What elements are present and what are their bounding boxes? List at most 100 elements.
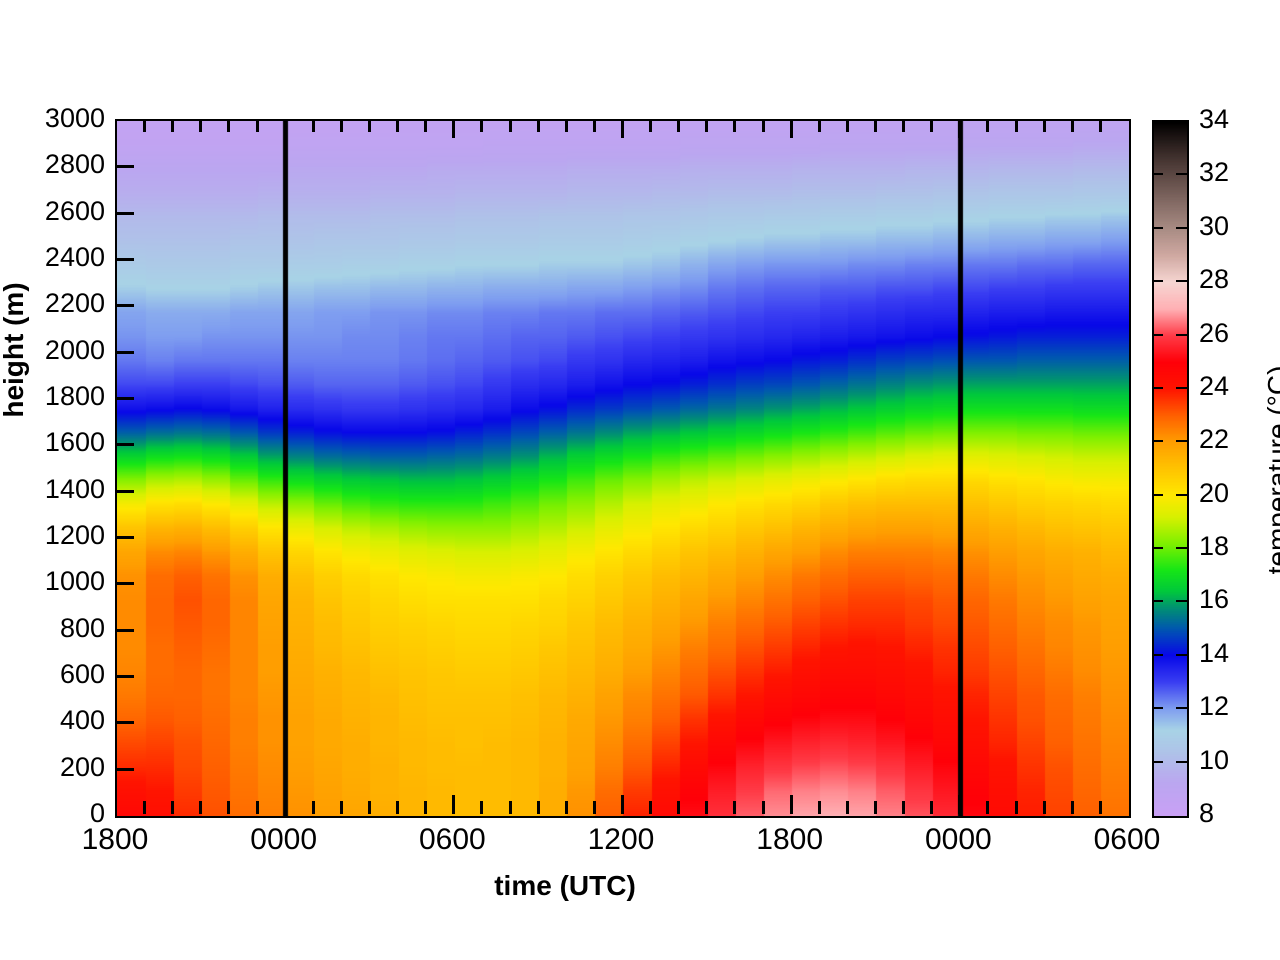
colorbar-tick-label: 22 <box>1199 424 1230 455</box>
x-minor-tick-mark-top <box>874 119 877 132</box>
colorbar-tick-mark <box>1152 547 1163 549</box>
y-tick-mark <box>115 258 134 261</box>
colorbar-tick-label: 28 <box>1199 264 1230 295</box>
y-tick-mark <box>115 397 134 400</box>
x-minor-tick-mark-top <box>986 119 989 132</box>
x-minor-tick-mark <box>930 801 933 814</box>
x-minor-tick-mark-top <box>256 119 259 132</box>
colorbar-tick-label: 32 <box>1199 157 1230 188</box>
x-major-tick-mark <box>790 795 793 814</box>
x-minor-tick-mark <box>227 801 230 814</box>
y-tick-mark <box>115 443 134 446</box>
x-minor-tick-mark-top <box>1099 119 1102 132</box>
x-minor-tick-mark <box>902 801 905 814</box>
x-minor-tick-mark-top <box>677 119 680 132</box>
y-tick-label: 2600 <box>44 195 105 226</box>
y-axis-title: height (m) <box>0 282 29 418</box>
x-minor-tick-mark <box>1015 801 1018 814</box>
x-major-tick-mark-top <box>284 119 287 138</box>
x-minor-tick-mark <box>593 801 596 814</box>
x-major-tick-mark-top <box>790 119 793 138</box>
x-minor-tick-mark <box>171 801 174 814</box>
y-tick-label: 2000 <box>44 334 105 365</box>
x-minor-tick-mark <box>1099 801 1102 814</box>
x-minor-tick-mark-top <box>1071 119 1074 132</box>
x-minor-tick-mark-top <box>1015 119 1018 132</box>
colorbar-tick-label: 34 <box>1199 104 1230 134</box>
x-minor-tick-mark <box>846 801 849 814</box>
x-major-tick-mark-top <box>958 119 961 138</box>
colorbar-tick-mark-right <box>1176 600 1187 602</box>
y-tick-mark <box>115 351 134 354</box>
y-tick-mark <box>115 165 134 168</box>
y-tick-mark <box>115 536 134 539</box>
y-tick-mark <box>115 629 134 632</box>
colorbar-tick-label: 26 <box>1199 317 1230 348</box>
x-tick-label: 0600 <box>418 823 486 856</box>
y-tick-label: 800 <box>59 612 105 643</box>
x-minor-tick-mark-top <box>846 119 849 132</box>
x-minor-tick-mark <box>1043 801 1046 814</box>
y-tick-label: 2200 <box>44 288 105 319</box>
x-minor-tick-mark-top <box>396 119 399 132</box>
colorbar-tick-mark <box>1152 173 1163 175</box>
colorbar-title: temperature (°C) <box>1262 365 1280 575</box>
y-tick-mark <box>115 304 134 307</box>
colorbar-tick-mark-right <box>1176 494 1187 496</box>
x-tick-label: 0000 <box>924 823 992 856</box>
x-minor-tick-mark-top <box>733 119 736 132</box>
x-minor-tick-mark-top <box>593 119 596 132</box>
x-tick-label: 1800 <box>81 823 149 856</box>
colorbar-tick-mark <box>1152 654 1163 656</box>
x-minor-tick-mark-top <box>705 119 708 132</box>
y-tick-label: 2800 <box>44 149 105 180</box>
x-minor-tick-mark <box>818 801 821 814</box>
x-tick-label: 0600 <box>1093 823 1161 856</box>
colorbar-tick-label: 30 <box>1199 210 1230 241</box>
colorbar-tick-mark-right <box>1176 761 1187 763</box>
y-tick-label: 1200 <box>44 520 105 550</box>
colorbar-gradient <box>1154 122 1187 816</box>
x-minor-tick-mark <box>480 801 483 814</box>
x-minor-tick-mark-top <box>509 119 512 132</box>
x-axis-title: time (UTC) <box>494 870 636 901</box>
colorbar[interactable] <box>1152 120 1189 818</box>
x-minor-tick-mark <box>396 801 399 814</box>
x-minor-tick-mark-top <box>649 119 652 132</box>
colorbar-tick-mark <box>1152 280 1163 282</box>
x-minor-tick-mark <box>199 801 202 814</box>
x-minor-tick-mark <box>537 801 540 814</box>
x-minor-tick-mark-top <box>171 119 174 132</box>
x-minor-tick-mark-top <box>424 119 427 132</box>
x-minor-tick-mark-top <box>143 119 146 132</box>
x-minor-tick-mark-top <box>565 119 568 132</box>
colorbar-tick-mark-right <box>1176 227 1187 229</box>
x-major-tick-mark-top <box>621 119 624 138</box>
x-minor-tick-mark-top <box>312 119 315 132</box>
x-minor-tick-mark <box>340 801 343 814</box>
x-minor-tick-mark-top <box>537 119 540 132</box>
colorbar-tick-label: 16 <box>1199 584 1230 615</box>
x-tick-label: 1800 <box>756 823 824 856</box>
heatmap-plot-area[interactable] <box>115 119 1131 818</box>
colorbar-tick-mark <box>1152 707 1163 709</box>
x-minor-tick-mark-top <box>762 119 765 132</box>
colorbar-tick-mark <box>1152 334 1163 336</box>
x-minor-tick-mark-top <box>227 119 230 132</box>
x-minor-tick-mark <box>874 801 877 814</box>
x-major-tick-mark <box>452 795 455 814</box>
y-tick-mark <box>115 768 134 771</box>
colorbar-tick-mark-right <box>1176 280 1187 282</box>
y-tick-mark <box>115 675 134 678</box>
y-tick-mark <box>115 721 134 724</box>
colorbar-tick-mark-right <box>1176 334 1187 336</box>
y-tick-mark <box>115 582 134 585</box>
y-tick-mark <box>115 212 134 215</box>
x-minor-tick-mark-top <box>1043 119 1046 132</box>
x-minor-tick-mark <box>256 801 259 814</box>
colorbar-tick-label: 14 <box>1199 637 1230 668</box>
y-tick-label: 400 <box>59 705 105 736</box>
x-minor-tick-mark <box>424 801 427 814</box>
colorbar-tick-label: 18 <box>1199 531 1230 562</box>
